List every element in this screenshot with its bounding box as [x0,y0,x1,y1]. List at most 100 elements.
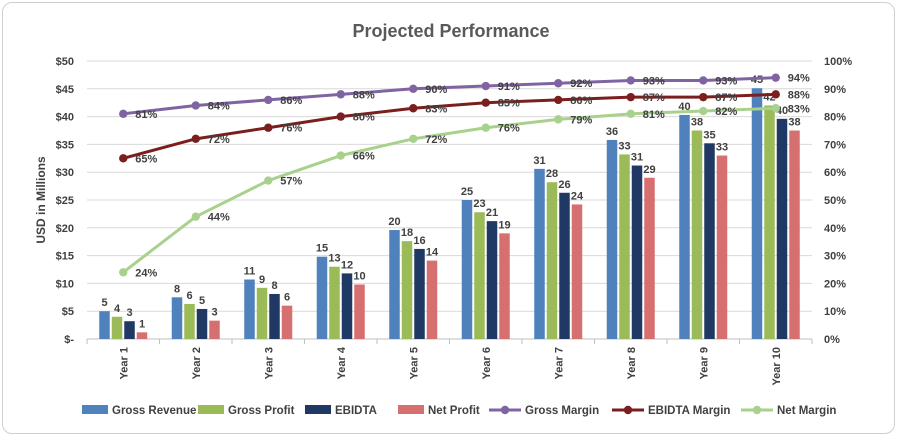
line-point [119,109,128,119]
line-point [409,84,418,94]
bar [196,308,208,339]
bar-data-label: 1 [139,318,145,330]
legend-item-gross-profit: Gross Profit [198,405,295,417]
legend-label: EBIDTA [335,405,377,417]
bar-data-label: 31 [533,155,545,167]
line-data-label: 76% [498,123,520,135]
line-point [699,76,708,85]
y2-tick-label: 80% [824,112,846,124]
legend-label: Gross Margin [525,405,599,417]
y2-tick-label: 10% [824,306,846,318]
line-point [264,95,273,105]
bar [124,321,135,339]
y-tick-label: $30 [56,167,74,179]
line-data-label: 44% [208,212,230,224]
line-data-label: 72% [208,134,230,146]
bar-data-label: 3 [126,307,132,319]
line-data-label: 93% [715,75,737,87]
bar [606,139,618,339]
line-series: 81% 84% 86% 88% 90% 91% 92% 93% 93% 94% 65% 72% 76% 8… [119,73,810,279]
bar-data-label: 21 [486,207,498,219]
line-point [771,104,780,113]
bar [389,230,400,339]
y-tick-label: $40 [56,112,74,124]
y2-tick-label: 20% [824,278,846,290]
line-data-label: 24% [135,267,157,279]
bar [679,114,690,339]
y-axis-label: USD in Millions [34,156,48,244]
line-point [336,112,345,121]
bar-data-label: 8 [174,283,180,295]
line-point [554,115,563,124]
bar-data-label: 5 [101,297,107,309]
line-data-label: 81% [643,109,665,121]
line-point [264,123,273,132]
bar [716,155,728,339]
bar [171,297,183,339]
line-data-label: 93% [643,75,665,87]
legend-swatch [398,405,424,414]
line-data-label: 87% [715,92,737,104]
bar [631,165,643,339]
line-point [336,151,345,160]
bar-data-label: 45 [751,74,763,86]
bar-data-label: 12 [341,259,353,271]
bar-data-label: 13 [328,253,340,265]
bar [329,266,340,339]
bar-data-label: 25 [461,186,473,198]
bar [619,154,630,339]
series-line [122,106,776,274]
legend-item-ebidta-margin: EBIDTA Margin [612,405,730,417]
bar [474,212,485,339]
line-data-label: 86% [280,95,302,107]
line-data-label: 66% [353,151,375,163]
line-data-label: 72% [425,134,447,146]
x-tick-label: Year 1 [118,347,130,379]
line-data-label: 82% [715,106,737,118]
x-tick-label: Year 5 [408,347,420,379]
bar-series: 5811152025313640454691318232833384235812… [99,74,801,339]
bar-data-label: 35 [703,129,715,141]
y2-tick-label: 0% [824,334,840,346]
y-tick-label: $25 [56,195,74,207]
legend-label: Net Profit [428,405,480,417]
line-data-label: 79% [570,114,592,126]
bar [354,284,365,339]
legend-marker [752,405,762,415]
y2-tick-label: 40% [824,223,846,235]
y-tick-label: $20 [56,223,74,235]
bar-data-label: 5 [199,295,205,307]
y2-tick-label: 60% [824,167,846,179]
y-tick-label: $35 [56,139,74,151]
bar [136,332,148,339]
y-tick-label: $45 [56,84,74,96]
bar-data-label: 6 [284,292,290,304]
bar-data-label: 4 [114,303,121,315]
bar-data-label: 23 [473,198,485,210]
line-point [699,106,708,116]
bar [534,168,545,339]
bar-data-label: 11 [244,266,256,278]
bar [571,204,583,339]
x-tick-label: Year 9 [698,347,710,379]
line-point [409,104,418,113]
bar [316,256,328,339]
y2-axis-ticks: 0% 10% 20% 30% 40% 50% 60% 70% 80% 90% 100% [824,56,852,346]
bar-data-label: 15 [316,243,328,255]
legend: Gross Revenue Gross Profit EBIDTA Net Profi… [82,405,836,417]
line-point [481,123,490,132]
series-line [122,92,776,160]
legend-label: EBIDTA Margin [648,405,730,417]
x-tick-label: Year 7 [553,347,565,379]
bar-data-label: 40 [678,101,690,113]
legend-marker [623,405,633,415]
bar-data-label: 20 [388,216,400,228]
x-tick-label: Year 4 [336,346,348,379]
legend-swatch [198,405,224,414]
y2-tick-label: 90% [824,84,846,96]
line-data-label: 92% [570,78,592,90]
y-tick-label: $50 [56,56,74,68]
bar [644,177,655,339]
line-data-label: 86% [570,95,592,107]
y-tick-label: $- [64,334,74,346]
